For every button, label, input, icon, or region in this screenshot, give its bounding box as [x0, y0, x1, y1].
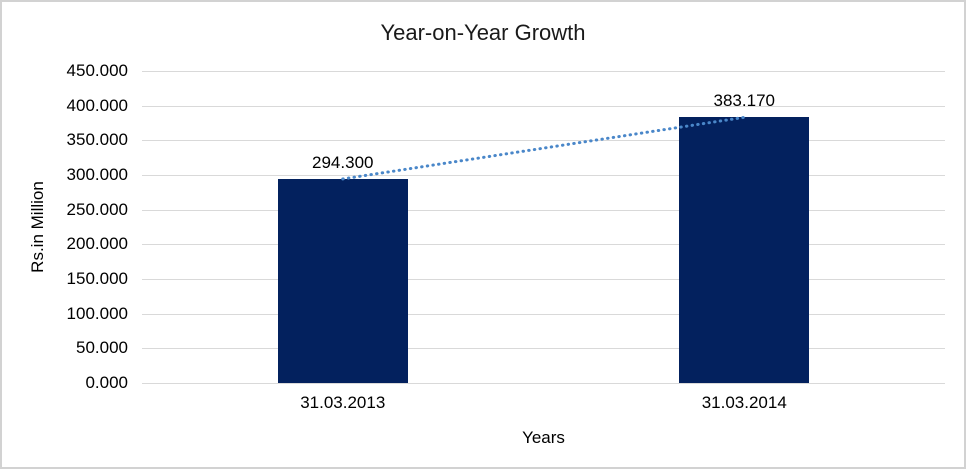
x-tick-label: 31.03.2014	[701, 393, 787, 412]
bar-31.03.2014	[679, 117, 810, 383]
y-tick-label: 300.000	[66, 165, 128, 184]
y-tick-label: 350.000	[66, 130, 128, 150]
y-tick-label: 200.000	[66, 234, 128, 254]
y-tick-label: 150.000	[66, 269, 128, 288]
gridline	[142, 244, 945, 246]
chart-title: Year-on-Year Growth	[380, 20, 586, 45]
gridline	[142, 71, 945, 72]
gridline	[142, 313, 945, 315]
x-tick-label: 31.03.2013	[300, 393, 386, 412]
gridline	[142, 209, 945, 211]
y-tick-label: 450.000	[66, 61, 128, 80]
gridline	[142, 348, 945, 350]
trendline	[341, 115, 746, 181]
x-axis-line	[142, 383, 945, 384]
y-tick-label: 50.000	[76, 338, 128, 358]
gridline	[142, 279, 945, 280]
gridline	[142, 140, 945, 142]
y-tick-label: 100.000	[66, 303, 128, 323]
y-tick-label: 0.000	[85, 373, 128, 392]
data-label: 294.300	[312, 152, 374, 172]
y-axis-tick-labels: 450.000 400.000 350.000 300.000 250.000 200.0…	[2, 2, 128, 467]
data-label: 383.170	[713, 91, 775, 111]
x-axis-title: Years	[522, 428, 565, 447]
gridline	[142, 175, 945, 176]
plot-area: 294.300 383.170	[142, 71, 945, 384]
y-tick-label: 250.000	[66, 199, 128, 219]
bar-31.03.2013	[277, 178, 408, 383]
y-tick-label: 400.000	[66, 95, 128, 115]
gridline	[142, 105, 945, 107]
